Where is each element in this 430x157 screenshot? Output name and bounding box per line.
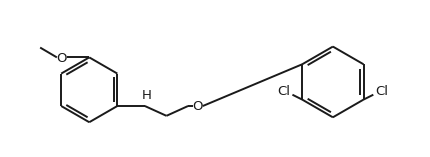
Text: Cl: Cl bbox=[375, 85, 388, 98]
Text: Cl: Cl bbox=[277, 85, 290, 98]
Text: H: H bbox=[142, 89, 152, 102]
Text: O: O bbox=[56, 52, 67, 65]
Text: O: O bbox=[193, 100, 203, 114]
